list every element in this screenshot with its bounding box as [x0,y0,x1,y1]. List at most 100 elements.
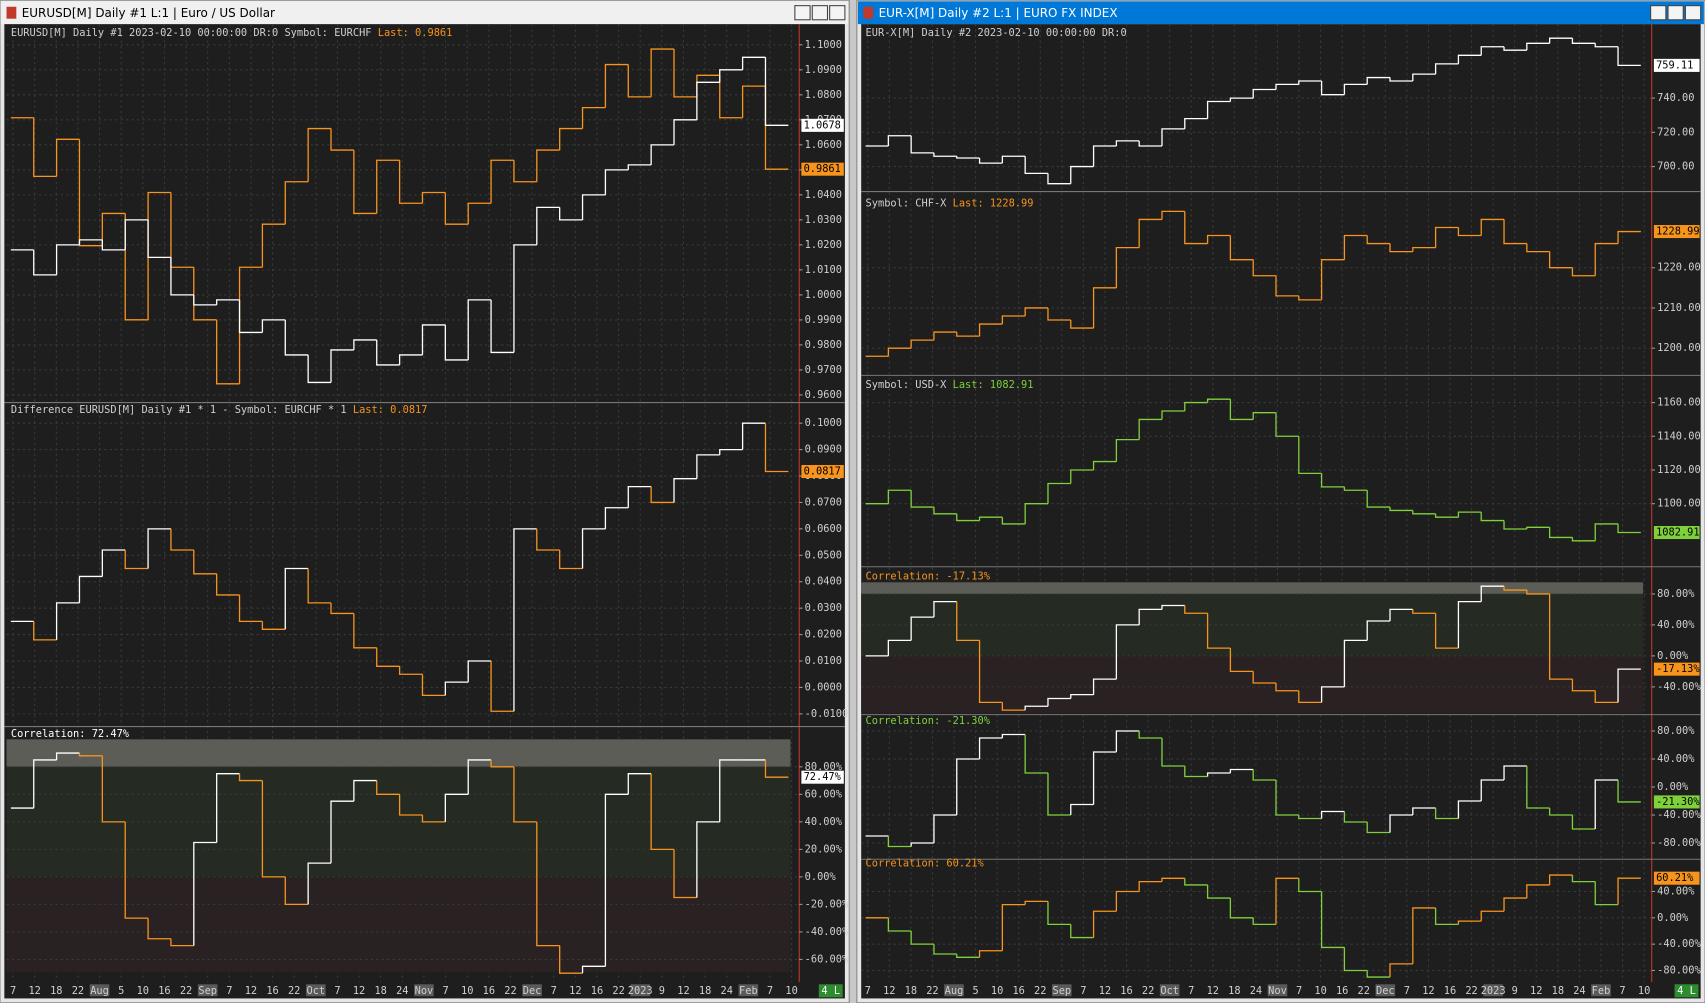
price-step [444,793,469,822]
price-step [1594,523,1619,541]
price-step [604,507,629,529]
x-tick-label: 7 [551,985,557,997]
price-step [1047,173,1071,185]
price-step [1389,243,1413,253]
price-step [1024,307,1048,316]
price-step [1252,88,1276,99]
price-step [1092,287,1117,329]
price-step [261,780,286,878]
price-step [124,219,149,250]
price-step [1548,874,1573,885]
y-tick-label: -40.00% [1657,809,1701,821]
price-step [490,299,514,354]
price-step [627,485,652,508]
price-step [1617,523,1641,534]
price-step [910,842,934,847]
y-tick-label: 0.9600 [805,389,842,401]
price-step [1503,897,1527,912]
price-step [421,814,446,823]
price-step [490,661,514,712]
price-step [1024,156,1048,175]
header-part: Symbol: CHF-X [866,198,948,210]
header-part: Correlation: 60.21% [866,858,985,870]
title-bar [1,1,849,25]
x-tick-label: 22 [1142,985,1154,997]
price-step [1548,251,1573,269]
price-step [1594,690,1619,704]
price-step [490,159,514,204]
price-step [1138,880,1162,892]
y-tick-label: -40.00% [1657,681,1701,693]
x-tick-label: 12 [1422,985,1434,997]
maximize-button[interactable] [1667,5,1684,21]
x-label-box [414,984,434,997]
price-step [1434,226,1459,248]
price-step [1229,97,1254,102]
x-tick-label: 10 [991,985,1003,997]
y-tick-label: 1210.00 [1657,302,1701,314]
price-step [101,549,126,577]
price-step [741,422,766,450]
price-step [650,486,675,504]
minimize-button[interactable] [794,5,811,21]
price-step [1138,418,1162,440]
price-step [147,219,171,259]
x-label-box [738,984,759,997]
price-step [1115,438,1140,462]
price-step [513,766,537,823]
price-step [1548,527,1573,539]
y-tick-label: 0.0100 [805,655,842,667]
y-tick-label: 1.0400 [805,189,842,201]
price-step [978,950,1003,958]
last-value-label: 759.11 [1656,59,1693,71]
x-label-box [306,984,326,997]
price-step [559,207,583,221]
price-step [55,752,80,760]
price-step [1343,639,1368,687]
price-step [1047,307,1071,321]
price-step [330,128,354,151]
price-step [216,299,240,305]
x-tick-label: 12 [28,985,40,997]
price-step [216,573,240,596]
price-step [1184,117,1208,129]
price-step [1617,46,1641,67]
price-step [1298,815,1322,820]
y-tick-label: -40.00% [1657,938,1701,950]
price-step [1594,242,1619,276]
price-step [627,64,652,98]
x-label-box [197,984,218,997]
price-step [956,513,980,522]
price-step [170,257,194,296]
price-step [170,938,194,947]
close-button[interactable] [829,5,846,21]
price-step [193,294,217,306]
price-step [78,753,103,757]
price-step [1617,877,1641,905]
maximize-button[interactable] [811,5,829,21]
last-value-label: -17.13% [1656,663,1700,675]
price-step [650,48,675,97]
price-step [1571,267,1596,277]
y-tick-label: 1.1000 [805,39,842,51]
price-step [1343,486,1368,491]
x-tick-label: 18 [905,985,917,997]
y-tick-label: 700.00 [1657,161,1694,173]
x-tick-label: 2023 [628,985,653,997]
header-part: Correlation: -17.13% [866,571,991,583]
close-button[interactable] [1684,5,1702,21]
price-step [536,528,560,551]
price-step [956,601,980,642]
minimize-button[interactable] [1650,5,1667,21]
last-value-label: 60.21% [1656,872,1694,884]
price-step [1480,910,1505,922]
x-tick-label: 16 [1444,985,1456,997]
price-step [170,528,194,551]
price-step [1594,881,1619,906]
price-step [1548,593,1573,680]
price-step [421,191,446,204]
x-tick-label: 16 [158,985,170,997]
price-step [1206,100,1231,119]
last-value-box [801,162,844,176]
